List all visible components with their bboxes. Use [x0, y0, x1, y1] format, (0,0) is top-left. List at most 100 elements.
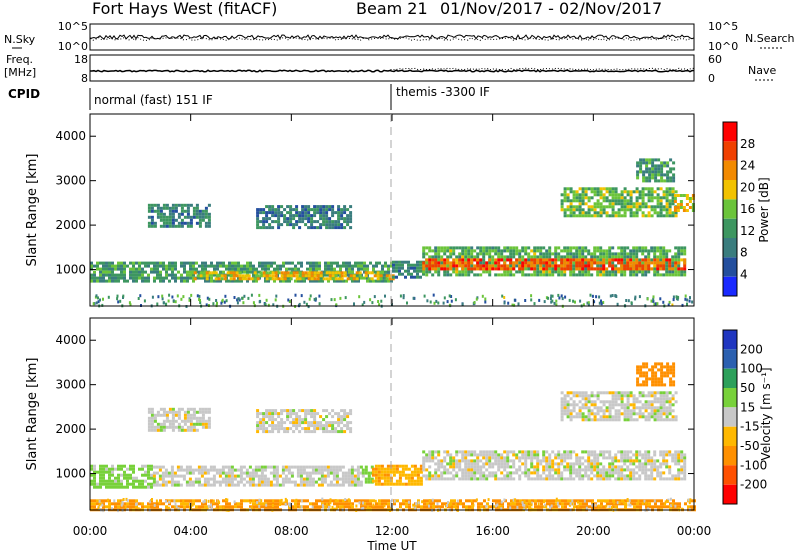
colorbar-segment [723, 257, 737, 277]
heatmap-cell [645, 505, 648, 509]
heatmap-cell [274, 409, 278, 413]
heatmap-cell [485, 450, 489, 454]
heatmap-cell [491, 261, 495, 265]
heatmap-cell [674, 255, 678, 259]
heatmap-cell [324, 261, 327, 265]
heatmap-cell [626, 205, 630, 209]
heatmap-cell [102, 467, 105, 471]
heatmap-cell [306, 505, 309, 509]
heatmap-cell [449, 261, 453, 265]
heatmap-cell [521, 270, 525, 274]
heatmap-cell [295, 205, 299, 209]
heatmap-cell [114, 264, 117, 268]
heatmap-cell [596, 214, 600, 218]
heatmap-cell [407, 272, 410, 276]
heatmap-cell [572, 409, 576, 413]
heatmap-cell [563, 246, 567, 250]
heatmap-cell [488, 450, 492, 454]
heatmap-cell [162, 203, 166, 207]
heatmap-cell [446, 270, 450, 274]
heatmap-cell [602, 255, 606, 259]
heatmap-cell [627, 299, 630, 303]
heatmap-cell [204, 410, 208, 414]
heatmap-cell [602, 273, 606, 277]
heatmap-cell [425, 456, 429, 460]
heatmap-cell [141, 261, 144, 265]
heatmap-cell [198, 218, 202, 222]
heatmap-cell [440, 249, 444, 253]
heatmap-cell [298, 226, 302, 230]
heatmap-cell [488, 264, 492, 268]
heatmap-cell [675, 505, 678, 509]
heatmap-cell [668, 477, 672, 481]
heatmap-cell [470, 255, 474, 259]
heatmap-cell [225, 267, 228, 271]
heatmap-cell [590, 471, 594, 475]
heatmap-cell [413, 470, 417, 474]
heatmap-cell [533, 267, 537, 271]
heatmap-cell [641, 471, 645, 475]
heatmap-cell [290, 474, 294, 478]
heatmap-cell [291, 499, 294, 503]
heatmap-cell [659, 252, 663, 256]
heatmap-cell [575, 273, 579, 277]
heatmap-cell [350, 468, 354, 472]
heatmap-cell [159, 413, 163, 417]
heatmap-cell [292, 223, 296, 227]
heatmap-cell [186, 203, 190, 207]
heatmap-cell [642, 179, 646, 183]
heatmap-cell [679, 203, 683, 206]
heatmap-cell [340, 208, 344, 212]
heatmap-cell [337, 277, 341, 281]
heatmap-cell [347, 474, 351, 478]
heatmap-cell [683, 252, 687, 256]
heatmap-cell [423, 499, 426, 503]
heatmap-cell [419, 467, 423, 471]
heatmap-cell [96, 267, 99, 271]
heatmap-cell [533, 255, 537, 259]
heatmap-cell [611, 264, 615, 268]
heatmap-cell [398, 482, 402, 486]
heatmap-cell [500, 453, 504, 457]
heatmap-cell [310, 220, 314, 224]
heatmap-cell [256, 220, 260, 224]
heatmap-cell [647, 462, 651, 466]
heatmap-cell [260, 465, 264, 469]
heatmap-cell [494, 261, 498, 265]
heatmap-cell [96, 264, 99, 268]
heatmap-cell [473, 273, 477, 277]
heatmap-cell [197, 477, 201, 481]
heatmap-cell [669, 179, 673, 183]
heatmap-cell [262, 211, 266, 215]
heatmap-cell [272, 474, 276, 478]
heatmap-cell [350, 480, 354, 484]
heatmap-cell [256, 412, 260, 416]
heatmap-cell [680, 477, 684, 481]
heatmap-cell [563, 264, 567, 268]
heatmap-cell [241, 274, 245, 278]
heatmap-cell [515, 261, 519, 265]
heatmap-cell [598, 301, 601, 305]
heatmap-cell [593, 211, 597, 215]
heatmap-cell [367, 471, 371, 475]
heatmap-cell [584, 403, 588, 407]
heatmap-cell [522, 499, 525, 503]
heatmap-cell [600, 502, 603, 506]
heatmap-cell [617, 261, 621, 265]
heatmap-cell [240, 505, 243, 509]
heatmap-cell [459, 499, 462, 503]
heatmap-cell [599, 415, 603, 419]
heatmap-cell [230, 465, 234, 469]
heatmap-cell [99, 485, 102, 489]
heatmap-cell [461, 468, 465, 472]
heatmap-cell [587, 273, 591, 277]
heatmap-cell [470, 471, 474, 475]
heatmap-cell [325, 220, 329, 224]
heatmap-cell [147, 470, 150, 474]
heatmap-cell [144, 264, 147, 268]
heatmap-cell [527, 456, 531, 460]
heatmap-cell [482, 267, 486, 271]
heatmap-cell [237, 264, 240, 268]
heatmap-cell [644, 187, 648, 191]
heatmap-cell [378, 502, 381, 506]
